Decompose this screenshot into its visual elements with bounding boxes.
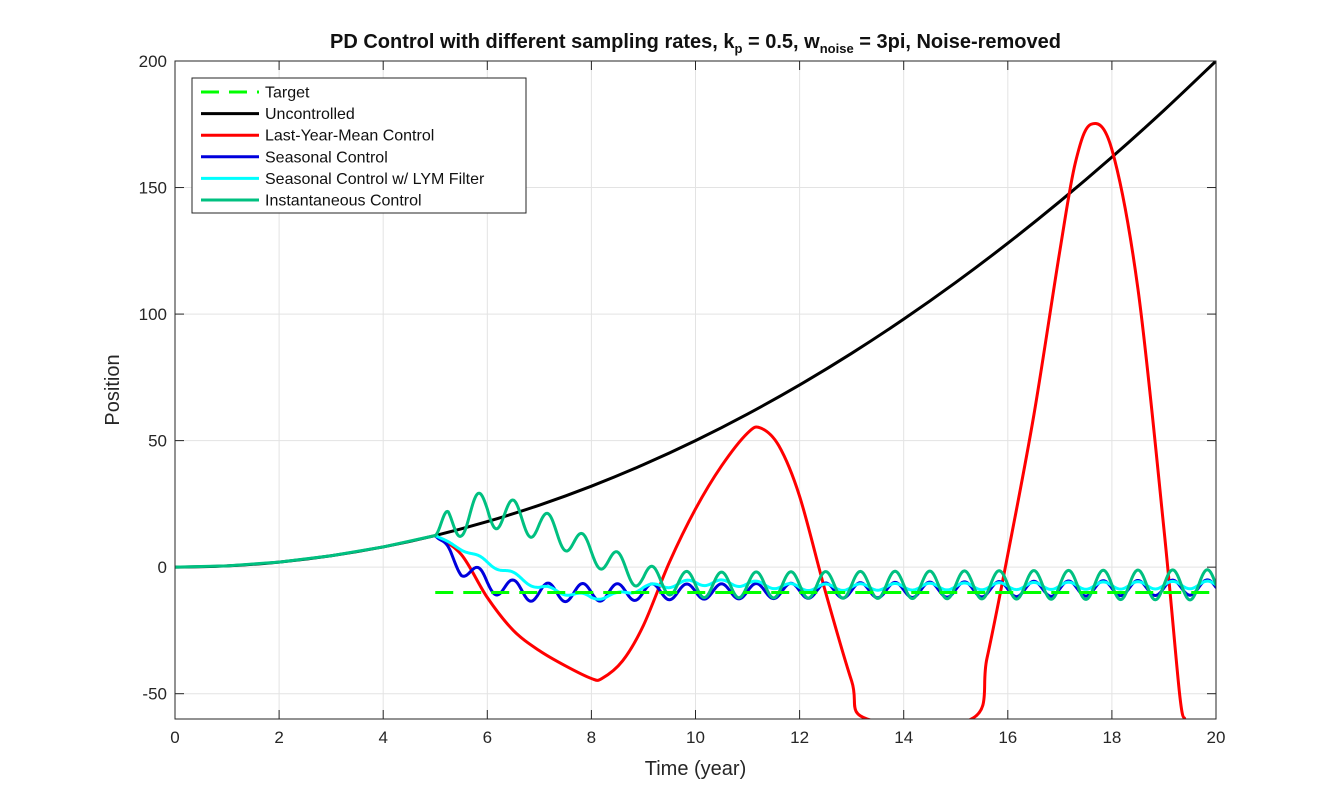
series-group	[175, 61, 1216, 719]
y-tick-label: 100	[139, 305, 167, 324]
x-tick-label: 2	[274, 728, 283, 747]
legend-label: Target	[265, 85, 310, 102]
y-tick-label: -50	[142, 685, 167, 704]
legend-label: Last-Year-Mean Control	[265, 128, 434, 145]
x-tick-label: 0	[170, 728, 179, 747]
series-line-seasonal-control-w-lym-filter	[433, 534, 1216, 601]
y-tick-labels: -50 0 50 100 150 200	[139, 52, 167, 704]
legend-box	[191, 77, 527, 214]
y-tick-label: 0	[158, 558, 167, 577]
x-tick-label: 10	[686, 728, 705, 747]
y-axis-label: Position	[102, 354, 124, 425]
title-kp-subscript: p	[735, 41, 743, 56]
x-tick-label: 18	[1102, 728, 1121, 747]
x-tick-label: 4	[378, 728, 387, 747]
legend-label: Seasonal Control w/ LYM Filter	[265, 171, 485, 188]
legend-label: Uncontrolled	[265, 106, 355, 123]
legend-entries: Target Uncontrolled Last-Year-Mean Control…	[201, 85, 485, 210]
x-axis-label: Time (year)	[645, 758, 746, 780]
legend-label: Instantaneous Control	[265, 193, 422, 210]
chart-title: PD Control with different sampling rates…	[330, 31, 1061, 56]
x-tick-labels: 0 2 4 6 8 10 12 14 16 18 20	[170, 728, 1225, 747]
x-tick-label: 12	[790, 728, 809, 747]
x-tick-label: 6	[483, 728, 492, 747]
title-tail: = 3pi, Noise-removed	[854, 31, 1061, 53]
series-line-instantaneous-control	[175, 491, 1216, 602]
x-tick-label: 16	[998, 728, 1017, 747]
y-tick-label: 50	[148, 432, 167, 451]
x-tick-label: 14	[894, 728, 913, 747]
y-tick-label: 200	[139, 52, 167, 71]
legend-label: Seasonal Control	[265, 149, 388, 166]
series-line-last-year-mean-control	[433, 121, 1187, 719]
x-tick-label: 20	[1207, 728, 1226, 747]
title-lead: PD Control with different sampling rates…	[330, 31, 735, 53]
title-mid: = 0.5, w	[742, 31, 820, 53]
legend: Target Uncontrolled Last-Year-Mean Control…	[191, 77, 527, 214]
axes-box	[174, 60, 1217, 720]
y-tick-label: 150	[139, 179, 167, 198]
x-tick-label: 8	[587, 728, 596, 747]
title-w-subscript: noise	[820, 41, 854, 56]
